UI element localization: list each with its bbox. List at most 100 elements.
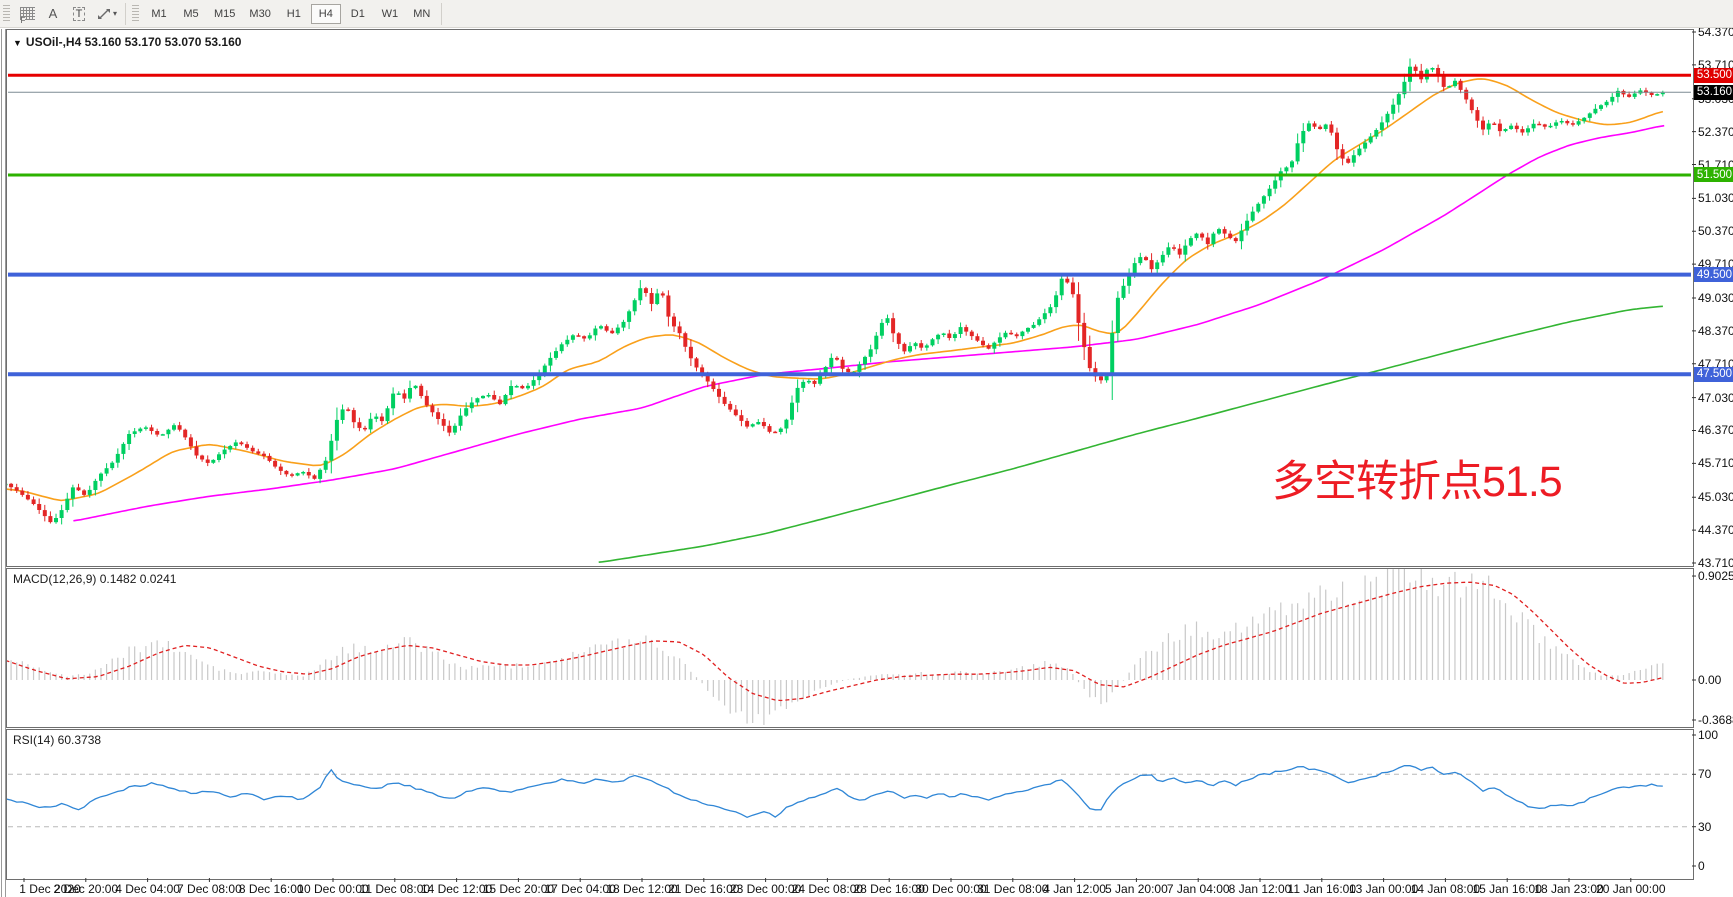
candle-body: [1059, 278, 1064, 296]
candle-body: [1115, 297, 1120, 333]
candle-body: [441, 419, 446, 426]
candle-body: [975, 336, 980, 341]
candle-body: [868, 349, 873, 357]
candle-body: [643, 288, 648, 293]
macd-tick-label: 0.00: [1698, 673, 1722, 687]
candle-body: [155, 431, 160, 435]
candle-body: [1514, 125, 1519, 130]
toolbar-drag-handle[interactable]: [132, 4, 140, 23]
candle-body: [761, 422, 766, 427]
candle-body: [1228, 233, 1233, 239]
timeframe-button-W1[interactable]: W1: [375, 4, 405, 24]
price-badge-49.500[interactable]: 49.500: [1694, 267, 1733, 283]
main-chart-panel[interactable]: [6, 29, 1694, 567]
candle-body: [874, 335, 879, 350]
timeframe-button-M5[interactable]: M5: [176, 4, 206, 24]
grid-f-button[interactable]: F: [14, 3, 40, 25]
mid-ma-line: [73, 124, 1665, 522]
candle-body: [1503, 129, 1508, 132]
time-tick-label: 7 Jan 04:00: [1166, 882, 1230, 896]
diagonal-arrows-button[interactable]: ▾: [92, 3, 122, 25]
macd-panel[interactable]: [6, 568, 1694, 728]
candle-body: [812, 380, 817, 384]
candle-body: [952, 334, 957, 338]
text-label-button[interactable]: T: [66, 3, 92, 25]
time-tick-label: 21 Dec 16:00: [668, 882, 740, 896]
font-a-button[interactable]: A: [40, 3, 66, 25]
candle-body: [531, 380, 536, 386]
symbol-header: ▼ USOil-,H4 53.160 53.170 53.070 53.160: [13, 35, 241, 49]
candle-body: [1138, 257, 1143, 264]
price-badge-53.500[interactable]: 53.500: [1694, 67, 1733, 83]
price-badge-53.160[interactable]: 53.160: [1694, 84, 1733, 100]
candle-body: [363, 427, 367, 430]
dropdown-caret-icon: ▾: [113, 9, 118, 18]
price-tick-label: 48.370: [1698, 323, 1733, 338]
candle-body: [245, 444, 249, 448]
candle-body: [958, 327, 963, 334]
candle-body: [503, 395, 508, 405]
candle-body: [1211, 233, 1216, 245]
timeframe-button-M30[interactable]: M30: [243, 4, 276, 24]
candle-body: [1436, 68, 1441, 77]
candle-body: [526, 385, 530, 389]
symbol-dropdown-icon[interactable]: ▼: [13, 38, 22, 48]
candle-body: [1087, 347, 1092, 369]
candle-body: [408, 388, 412, 399]
candle-body: [464, 408, 469, 416]
rsi-panel[interactable]: [6, 729, 1694, 880]
candle-body: [548, 357, 553, 366]
candle-body: [1531, 123, 1536, 129]
candle-body: [1379, 122, 1384, 130]
price-badge-47.500[interactable]: 47.500: [1694, 366, 1733, 382]
candle-body: [1121, 285, 1126, 298]
candle-body: [70, 487, 75, 499]
candle-body: [1312, 123, 1317, 127]
candle-body: [997, 337, 1002, 343]
candle-body: [1239, 230, 1244, 242]
candle-body: [778, 428, 783, 432]
candle-body: [1363, 142, 1368, 149]
candle-body: [278, 466, 283, 471]
candle-body: [565, 339, 570, 345]
candle-body: [1065, 278, 1070, 283]
timeframe-button-M1[interactable]: M1: [144, 4, 174, 24]
candle-body: [1261, 196, 1266, 204]
timeframe-button-H1[interactable]: H1: [279, 4, 309, 24]
candle-body: [1576, 121, 1581, 125]
timeframe-button-H4[interactable]: H4: [310, 3, 341, 24]
candle-body: [1076, 294, 1081, 323]
candle-body: [846, 368, 851, 373]
toolbar-drag-handle[interactable]: [3, 4, 10, 23]
rsi-header: RSI(14) 60.3738: [13, 733, 102, 747]
grid-f-icon: F: [19, 7, 35, 25]
candle-body: [379, 416, 384, 422]
candle-body: [1177, 248, 1182, 255]
candle-body: [402, 393, 407, 399]
candle-body: [413, 385, 418, 389]
candle-body: [452, 425, 457, 433]
candle-body: [1610, 96, 1615, 102]
candle-body: [863, 356, 867, 365]
candle-body: [739, 415, 744, 421]
candle-body: [306, 472, 311, 476]
candle-body: [351, 410, 356, 423]
candle-body: [1548, 125, 1553, 128]
candle-body: [497, 399, 502, 405]
macd-header: MACD(12,26,9) 0.1482 0.0241: [13, 572, 177, 586]
candle-body: [593, 328, 598, 336]
candle-body: [1464, 89, 1469, 100]
timeframe-button-MN[interactable]: MN: [407, 4, 437, 24]
candle-body: [188, 437, 193, 447]
candle-body: [1357, 148, 1362, 156]
candle-body: [59, 510, 64, 518]
price-badge-51.500[interactable]: 51.500: [1694, 167, 1733, 183]
candle-body: [570, 335, 575, 340]
candle-body: [767, 426, 772, 432]
timeframe-button-M15[interactable]: M15: [208, 4, 241, 24]
candle-body: [632, 300, 637, 312]
timeframe-button-D1[interactable]: D1: [343, 4, 373, 24]
trend-note-annotation[interactable]: 多空转折点51.5: [1272, 458, 1563, 506]
time-tick-label: 14 Jan 08:00: [1410, 882, 1481, 896]
